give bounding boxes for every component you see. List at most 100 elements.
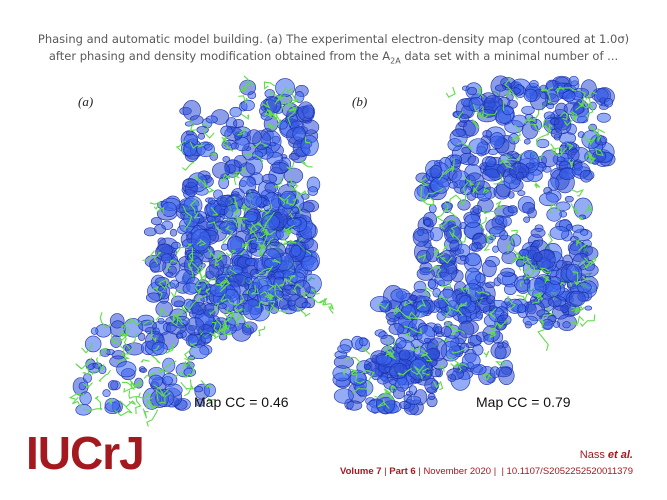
model-trace — [234, 307, 247, 323]
model-trace — [582, 261, 591, 269]
density-blob — [592, 150, 607, 163]
model-trace — [220, 293, 228, 303]
model-trace — [239, 83, 248, 93]
model-trace — [449, 194, 464, 204]
density-blob — [359, 337, 368, 347]
model-trace — [221, 173, 231, 182]
density-blob — [492, 245, 499, 253]
model-trace — [499, 158, 513, 169]
density-blob — [161, 201, 177, 217]
model-trace — [444, 201, 457, 218]
date: November 2020 — [423, 466, 492, 477]
density-blob — [183, 142, 197, 157]
model-trace — [227, 294, 245, 306]
model-trace — [588, 125, 599, 142]
density-blob — [465, 252, 481, 267]
model-trace — [483, 238, 490, 252]
density-blob — [292, 126, 306, 142]
model-trace — [585, 101, 594, 120]
model-trace — [71, 396, 83, 408]
model-trace — [502, 100, 506, 112]
model-trace — [270, 304, 287, 314]
model-trace — [285, 224, 295, 236]
model-trace — [451, 348, 468, 354]
density-blob — [190, 301, 207, 315]
model-trace — [295, 306, 311, 317]
model-trace — [94, 395, 102, 409]
model-trace — [155, 388, 169, 402]
model-trace — [270, 90, 280, 105]
density-blob — [286, 218, 302, 227]
model-trace — [165, 259, 179, 269]
model-trace — [182, 161, 195, 171]
density-blob — [148, 374, 163, 388]
density-blob — [519, 248, 529, 257]
model-trace — [243, 324, 251, 328]
model-trace — [286, 161, 295, 172]
model-trace — [385, 345, 393, 355]
density-blob — [83, 373, 92, 383]
model-trace — [210, 206, 219, 216]
model-trace — [292, 195, 299, 206]
density-blob — [183, 367, 196, 377]
model-trace — [472, 103, 482, 117]
model-trace — [421, 367, 430, 376]
volume: Volume 7 — [340, 466, 382, 477]
model-trace — [111, 333, 118, 344]
model-trace — [489, 321, 504, 330]
model-trace — [566, 142, 574, 151]
model-trace — [478, 87, 484, 98]
density-blob — [261, 173, 278, 184]
model-trace — [495, 359, 506, 367]
density-blob — [457, 199, 471, 211]
model-trace — [438, 219, 456, 230]
density-blob — [182, 178, 198, 188]
density-blob — [579, 169, 593, 183]
model-trace — [451, 158, 455, 173]
model-trace — [131, 332, 140, 345]
model-trace — [189, 199, 197, 215]
model-trace — [119, 400, 136, 408]
model-trace — [456, 142, 473, 151]
density-blob — [517, 303, 526, 313]
model-trace — [550, 143, 563, 156]
model-trace — [272, 114, 282, 124]
model-trace — [203, 179, 215, 194]
model-trace — [153, 384, 166, 398]
model-trace — [575, 90, 586, 111]
model-trace — [278, 194, 291, 206]
density-blob — [220, 125, 233, 137]
part: Part 6 — [389, 466, 416, 477]
density-blob — [233, 154, 247, 169]
density-blob — [451, 159, 461, 168]
model-trace — [220, 328, 232, 337]
model-trace — [439, 256, 453, 264]
model-trace — [511, 134, 521, 142]
model-trace — [362, 347, 371, 355]
density-blob — [562, 321, 571, 329]
model-trace — [534, 182, 541, 189]
model-trace — [531, 292, 543, 304]
density-blob — [434, 326, 443, 335]
density-blob — [79, 391, 92, 406]
model-trace — [153, 345, 160, 351]
density-blob — [250, 243, 258, 249]
density-blob — [389, 378, 397, 385]
model-trace — [417, 253, 427, 262]
model-trace — [120, 320, 134, 335]
caption-text: after phasing and density modification o… — [48, 49, 391, 63]
density-blob — [427, 279, 437, 289]
model-trace — [249, 222, 259, 235]
density-blob — [204, 143, 213, 151]
model-trace — [523, 270, 541, 280]
density-blob — [230, 142, 239, 150]
density-blob — [429, 164, 443, 179]
model-trace — [449, 225, 458, 239]
density-blob — [243, 192, 263, 209]
model-trace — [255, 301, 270, 309]
model-trace — [504, 153, 523, 166]
model-trace — [585, 151, 594, 161]
model-trace — [172, 313, 183, 324]
model-trace — [504, 77, 519, 100]
